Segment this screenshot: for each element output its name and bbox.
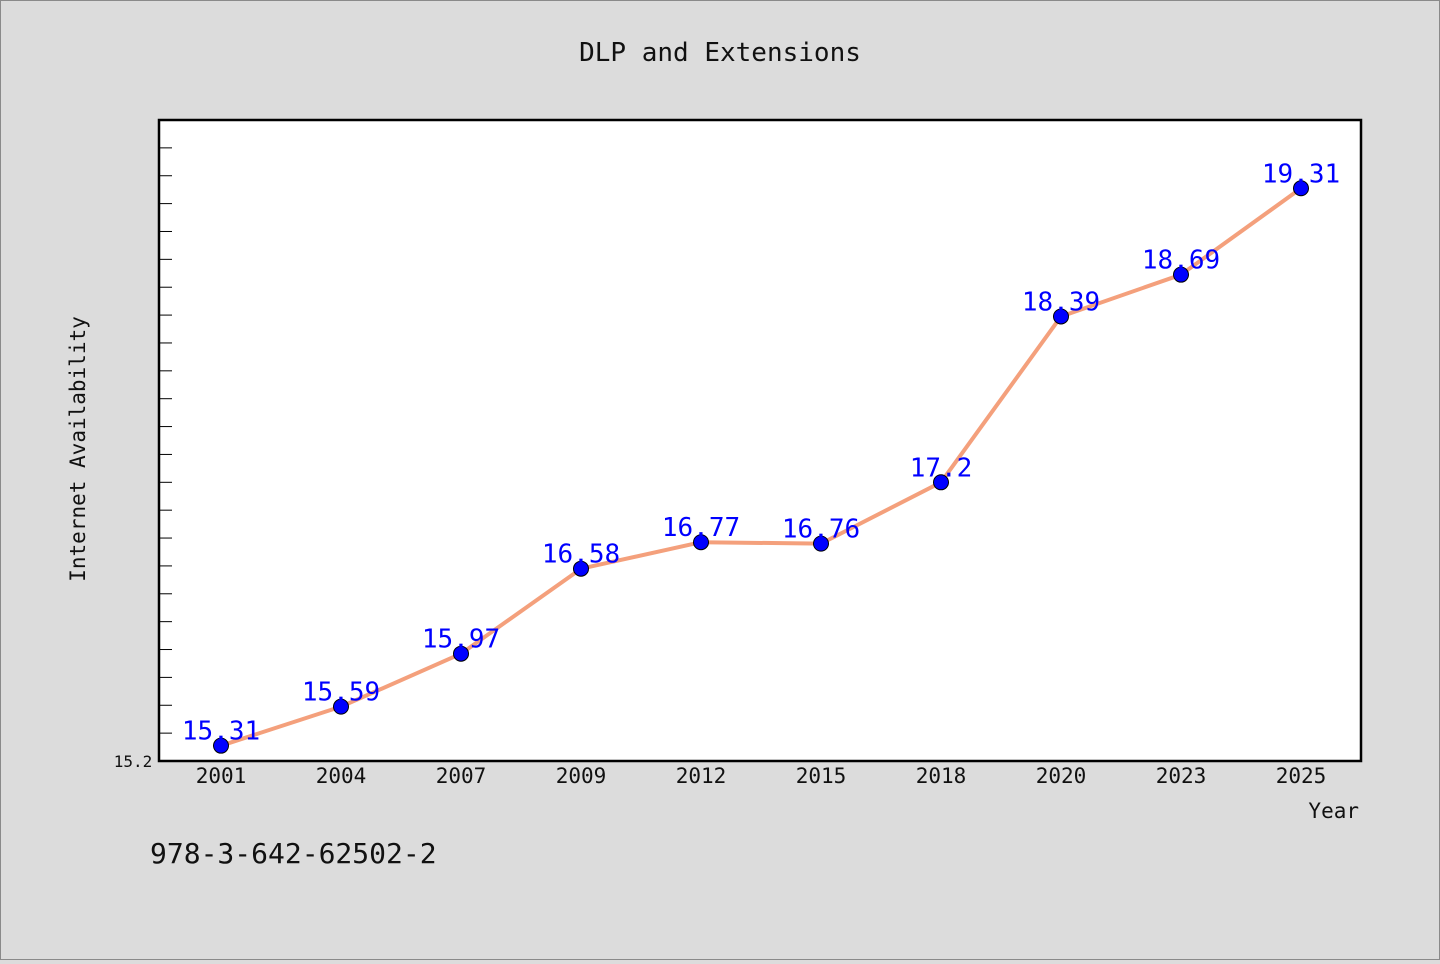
x-tick-label: 2009 <box>556 764 607 788</box>
data-point <box>453 645 469 662</box>
x-tick-label: 2018 <box>916 764 967 788</box>
series-line-group <box>219 186 1303 748</box>
x-tick-label: 2015 <box>796 764 847 788</box>
data-point <box>813 535 829 552</box>
footnote-isbn: 978-3-642-62502-2 <box>150 837 437 870</box>
plot-area <box>157 118 1363 763</box>
data-label: 15.31 <box>182 717 260 747</box>
x-axis-tick-labels: 2001 2004 2007 2009 2012 2015 2018 2020 2023 2025 <box>196 764 1327 788</box>
data-label: 19.31 <box>1262 159 1340 189</box>
y-axis-label: Internet Availability <box>66 316 90 582</box>
data-labels: 15.31 15.59 15.97 16.58 16.77 16.76 17.2 18.39 1… <box>182 159 1340 746</box>
data-label: 18.69 <box>1142 246 1220 276</box>
data-point <box>933 474 949 491</box>
x-tick-label: 2020 <box>1036 764 1087 788</box>
data-label: 15.97 <box>422 625 500 655</box>
series-line <box>219 186 1303 748</box>
data-label: 16.77 <box>662 513 740 543</box>
x-tick-label: 2012 <box>676 764 727 788</box>
x-tick-label: 2007 <box>436 764 487 788</box>
data-point <box>333 698 349 715</box>
x-tick-label: 2004 <box>316 764 367 788</box>
data-point <box>1293 180 1309 197</box>
data-point <box>1173 266 1189 283</box>
data-markers <box>213 180 1309 754</box>
data-point <box>1053 308 1069 325</box>
chart-title: DLP and Extensions <box>579 38 861 68</box>
data-point <box>693 534 709 551</box>
y-axis-ticks <box>159 147 172 762</box>
data-label: 16.58 <box>542 540 620 570</box>
data-point <box>573 560 589 577</box>
x-axis-label: Year <box>1308 799 1359 823</box>
data-point <box>213 737 229 754</box>
data-label: 16.76 <box>782 515 860 545</box>
data-label: 18.39 <box>1022 287 1100 317</box>
data-label: 17.2 <box>910 453 973 483</box>
x-tick-label: 2001 <box>196 764 247 788</box>
y-tick-label-min: 15.2 <box>114 752 153 771</box>
data-label: 15.59 <box>302 678 380 708</box>
x-tick-label: 2025 <box>1276 764 1327 788</box>
x-tick-label: 2023 <box>1156 764 1207 788</box>
